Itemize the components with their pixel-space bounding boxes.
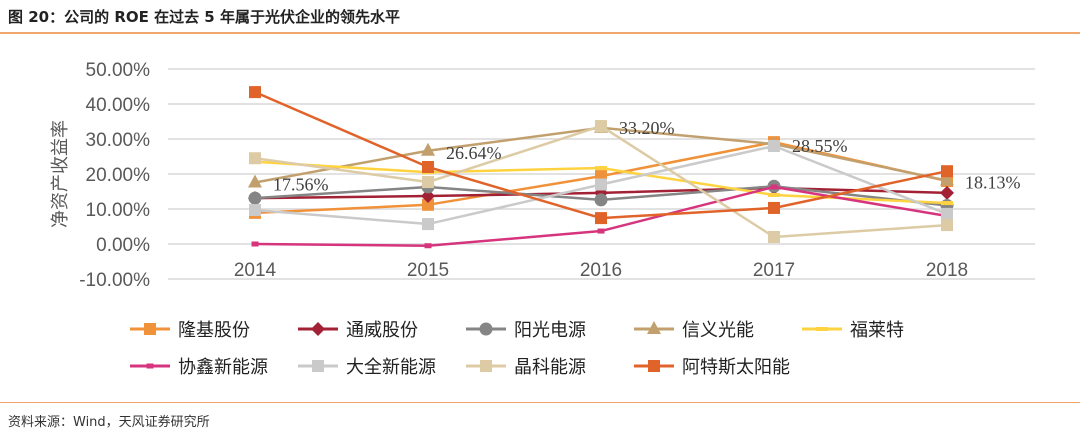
data-label: 26.64% <box>446 143 502 163</box>
legend-item: 晶科能源 <box>466 357 586 378</box>
legend-marker <box>648 360 660 372</box>
data-point <box>248 191 262 205</box>
legend-item: 阳光电源 <box>466 320 586 341</box>
data-point <box>940 185 954 200</box>
legend-label: 通威股份 <box>346 320 418 341</box>
data-label: 28.55% <box>792 136 848 156</box>
data-point <box>251 241 259 247</box>
data-point <box>768 201 780 214</box>
data-point <box>249 86 261 99</box>
footer-divider <box>0 402 1080 403</box>
data-label: 33.20% <box>619 118 675 138</box>
legend-item: 福莱特 <box>802 320 904 341</box>
data-point <box>249 204 261 217</box>
y-tick-label: -10.00% <box>79 270 150 291</box>
legend-item: 隆基股份 <box>130 320 250 341</box>
legend-label: 阳光电源 <box>514 320 586 341</box>
data-point <box>770 184 778 190</box>
legend-marker <box>480 360 492 372</box>
x-tick-label: 2015 <box>407 260 449 281</box>
data-point <box>941 165 953 178</box>
y-tick-label: 40.00% <box>86 95 151 116</box>
data-point <box>595 120 607 133</box>
y-tick-label: 50.00% <box>86 60 151 81</box>
legend-item: 协鑫新能源 <box>130 357 268 378</box>
data-point <box>594 193 608 207</box>
legend-item: 大全新能源 <box>298 357 436 378</box>
data-point <box>768 193 780 197</box>
legend-label: 晶科能源 <box>514 357 586 378</box>
x-tick-label: 2016 <box>580 260 622 281</box>
legend-item: 阿特斯太阳能 <box>634 357 790 378</box>
legend-item: 通威股份 <box>298 320 418 341</box>
y-axis-label: 净资产收益率 <box>50 120 71 228</box>
data-point <box>421 142 435 156</box>
legend-label: 隆基股份 <box>178 320 250 341</box>
data-point <box>768 231 780 243</box>
x-tick-label: 2014 <box>234 260 277 281</box>
roe-line-chart: 50.00% 40.00% 30.00% 20.00% 10.00% 0.00% -10.0… <box>50 60 1035 378</box>
series-7 <box>249 120 953 243</box>
y-tick-label: 10.00% <box>86 200 151 221</box>
data-point <box>941 207 953 220</box>
legend-label: 福莱特 <box>850 320 904 341</box>
legend-marker <box>312 360 324 372</box>
figure-title: 图 20：公司的 ROE 在过去 5 年属于光伏企业的领先水平 <box>8 8 400 26</box>
legend-marker <box>816 327 828 331</box>
y-tick-label: 0.00% <box>96 235 150 256</box>
legend-label: 协鑫新能源 <box>178 357 268 378</box>
data-point <box>422 198 434 211</box>
legend-item: 信义光能 <box>634 320 754 341</box>
data-point <box>941 201 953 206</box>
data-point <box>768 140 780 152</box>
data-point <box>941 219 953 232</box>
data-point <box>940 172 954 186</box>
data-point <box>424 243 432 249</box>
x-tick-label: 2018 <box>926 260 968 281</box>
data-label: 17.56% <box>273 175 329 195</box>
legend-marker <box>311 322 325 336</box>
legend-marker <box>479 322 493 336</box>
series-8 <box>249 86 953 225</box>
y-tick-label: 30.00% <box>86 130 151 151</box>
legend-label: 信义光能 <box>682 320 754 341</box>
legend-label: 阿特斯太阳能 <box>682 357 790 378</box>
data-point <box>595 212 607 225</box>
data-point <box>595 166 607 171</box>
data-point <box>595 178 607 191</box>
data-point <box>422 176 434 189</box>
data-point <box>249 152 261 165</box>
data-point <box>248 174 262 188</box>
x-tick-label: 2017 <box>753 260 795 281</box>
data-point <box>422 161 434 173</box>
legend-marker <box>144 323 156 335</box>
series-6 <box>249 140 953 231</box>
legend-marker <box>146 363 154 369</box>
legend-marker <box>647 321 661 334</box>
source-note: 资料来源：Wind，天风证券研究所 <box>8 415 210 430</box>
data-point <box>422 218 434 231</box>
data-point <box>421 189 435 204</box>
legend-label: 大全新能源 <box>346 357 436 378</box>
data-label: 18.13% <box>965 173 1021 193</box>
data-point <box>597 228 605 234</box>
title-divider <box>0 32 1080 34</box>
y-tick-label: 20.00% <box>86 165 151 186</box>
